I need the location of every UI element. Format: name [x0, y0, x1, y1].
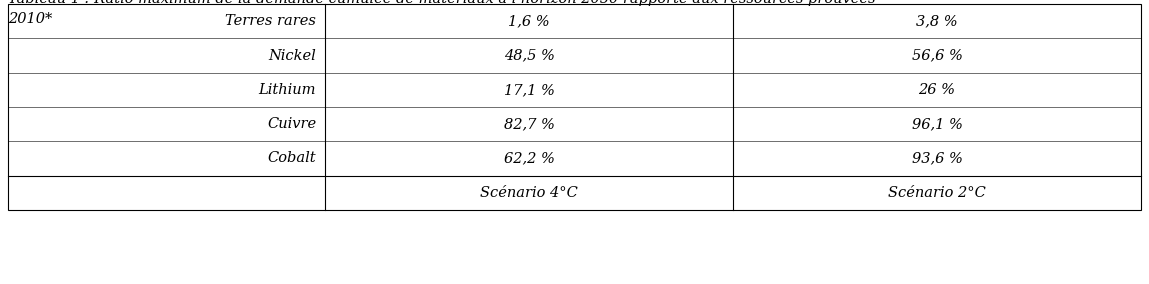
Text: 96,1 %: 96,1 % [911, 117, 963, 131]
Text: Nickel: Nickel [269, 49, 316, 62]
Text: 17,1 %: 17,1 % [503, 83, 555, 97]
Text: 93,6 %: 93,6 % [911, 151, 963, 166]
Text: Terres rares: Terres rares [225, 14, 316, 28]
Text: 1,6 %: 1,6 % [508, 14, 550, 28]
Text: 56,6 %: 56,6 % [911, 49, 963, 62]
Text: Cuivre: Cuivre [267, 117, 316, 131]
Text: 3,8 %: 3,8 % [916, 14, 958, 28]
Text: 62,2 %: 62,2 % [503, 151, 555, 166]
Text: Cobalt: Cobalt [268, 151, 316, 166]
Text: 82,7 %: 82,7 % [503, 117, 555, 131]
Text: 2010*: 2010* [8, 12, 53, 26]
Text: Scénario 2°C: Scénario 2°C [888, 186, 986, 200]
Text: Tableau 1 : Ratio maximum de la demande cumulée de matériaux à l’horizon 2050 ra: Tableau 1 : Ratio maximum de la demande … [8, 0, 876, 6]
Text: 48,5 %: 48,5 % [503, 49, 555, 62]
Bar [8, 4, 1141, 210]
Text: Scénario 4°C: Scénario 4°C [480, 186, 578, 200]
Text: 26 %: 26 % [918, 83, 956, 97]
Text: Lithium: Lithium [259, 83, 316, 97]
